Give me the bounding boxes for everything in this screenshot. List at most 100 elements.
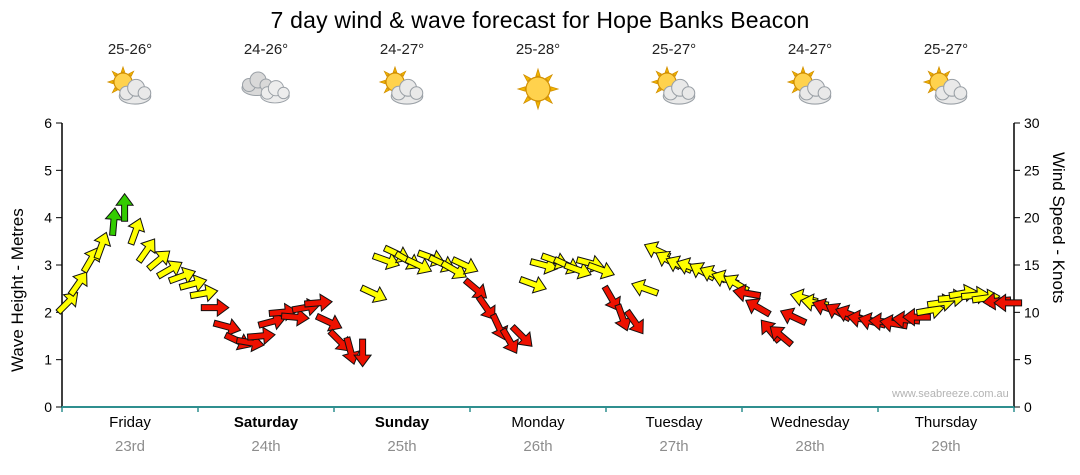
- partly-cloudy-icon: [786, 65, 832, 105]
- wind-arrow: [189, 283, 219, 303]
- day-column: Sunday 25th: [334, 414, 470, 455]
- right-tick-label: 25: [1024, 162, 1040, 178]
- day-column: Thursday 29th: [878, 414, 1014, 455]
- wind-arrow: [127, 217, 146, 246]
- wind-arrow: [623, 308, 644, 335]
- temp-range: 25-27°: [651, 41, 697, 58]
- day-label: Wednesday: [770, 414, 850, 431]
- day-date: 28th: [795, 438, 825, 455]
- wind-arrow: [280, 307, 310, 327]
- weather-icon-cell: [470, 62, 606, 116]
- page-title: 7 day wind & wave forecast for Hope Bank…: [270, 7, 810, 33]
- weather-icon-cell: [334, 62, 470, 116]
- wind-arrow: [314, 312, 343, 332]
- wind-arrow: [115, 192, 135, 222]
- wind-arrow: [67, 271, 88, 297]
- day-column: Friday 23rd: [62, 414, 198, 455]
- wind-arrow: [371, 252, 401, 271]
- day-date: 24th: [251, 438, 281, 455]
- weather-icon-cell: [878, 62, 1014, 116]
- left-tick-label: 1: [44, 352, 52, 368]
- wind-arrow: [93, 231, 112, 260]
- temp-range: 25-26°: [107, 41, 153, 58]
- wind-arrow: [732, 283, 762, 303]
- partly-cloudy-icon: [650, 65, 696, 105]
- wind-arrow: [178, 274, 208, 293]
- wind-arrow: [586, 261, 616, 280]
- wind-arrow: [745, 298, 772, 318]
- temp-range: 24-27°: [379, 41, 425, 58]
- day-column: Saturday 24th: [198, 414, 334, 455]
- right-tick-label: 10: [1024, 304, 1040, 320]
- wind-arrow: [146, 250, 171, 272]
- day-date: 23rd: [114, 438, 146, 455]
- temps-row: 25-26° 24-26° 24-27° 25-28° 25-27° 24-27° 25-2…: [62, 41, 1014, 58]
- right-tick-label: 0: [1024, 399, 1032, 415]
- wind-arrow: [614, 303, 633, 332]
- watermark: www.seabreeze.com.au: [892, 388, 1009, 400]
- partly-cloudy-icon: [106, 65, 152, 105]
- right-tick-label: 15: [1024, 257, 1040, 273]
- weather-icon-cell: [62, 62, 198, 116]
- wind-arrow: [104, 207, 124, 237]
- wind-arrow: [769, 326, 794, 348]
- wind-arrow: [155, 260, 183, 280]
- wind-arrow: [257, 311, 287, 331]
- partly-cloudy-icon: [922, 65, 968, 105]
- wind-arrow: [462, 277, 488, 299]
- wind-arrow: [200, 298, 230, 318]
- wind-arrow: [135, 238, 156, 264]
- day-column: Wednesday 28th: [742, 414, 878, 455]
- wind-arrow: [630, 278, 660, 297]
- temp-range: 24-26°: [243, 41, 289, 58]
- left-tick-label: 0: [44, 399, 52, 415]
- wind-arrow: [779, 307, 808, 326]
- day-date: 26th: [523, 438, 553, 455]
- day-label: Thursday: [914, 414, 978, 431]
- day-label: Friday: [109, 414, 151, 431]
- left-tick-label: 3: [44, 257, 52, 273]
- weather-icon-cell: [742, 62, 878, 116]
- wind-arrow: [499, 327, 519, 354]
- day-labels-row: Friday 23rd Saturday 24th Sunday 25th Monday 26…: [62, 414, 1014, 455]
- wind-arrow: [212, 317, 242, 337]
- wind-arrow: [353, 338, 373, 368]
- weather-icon-cell: [198, 62, 334, 116]
- day-date: 29th: [931, 438, 961, 455]
- wind-arrow: [167, 266, 197, 285]
- weather-icons-row: [62, 60, 1014, 118]
- partly-cloudy-icon: [378, 65, 424, 105]
- wind-arrow: [518, 275, 548, 294]
- day-label: Tuesday: [645, 414, 703, 431]
- wind-arrow: [993, 293, 1023, 313]
- weather-icon-cell: [606, 62, 742, 116]
- left-tick-label: 6: [44, 115, 52, 131]
- wind-arrow: [404, 256, 433, 275]
- sunny-icon: [516, 67, 560, 111]
- day-column: Tuesday 27th: [606, 414, 742, 455]
- right-tick-label: 20: [1024, 210, 1040, 226]
- temp-range: 24-27°: [787, 41, 833, 58]
- left-tick-label: 5: [44, 162, 52, 178]
- wind-arrow: [563, 261, 592, 280]
- wind-arrow: [246, 326, 276, 346]
- day-date: 27th: [659, 438, 689, 455]
- wind-arrow: [303, 293, 333, 313]
- temp-range: 25-27°: [923, 41, 969, 58]
- wind-arrow: [450, 256, 479, 275]
- left-tick-label: 4: [44, 210, 52, 226]
- day-label: Sunday: [374, 414, 430, 431]
- day-label: Monday: [511, 414, 565, 431]
- right-tick-label: 30: [1024, 115, 1040, 131]
- wind-arrow: [601, 284, 621, 312]
- day-column: Monday 26th: [470, 414, 606, 455]
- day-date: 25th: [387, 438, 417, 455]
- day-label: Saturday: [233, 414, 299, 431]
- left-tick-label: 2: [44, 304, 52, 320]
- wind-arrow: [475, 294, 496, 321]
- wind-arrow: [55, 292, 79, 315]
- wind-arrow: [509, 323, 533, 347]
- wind-arrow: [359, 284, 388, 304]
